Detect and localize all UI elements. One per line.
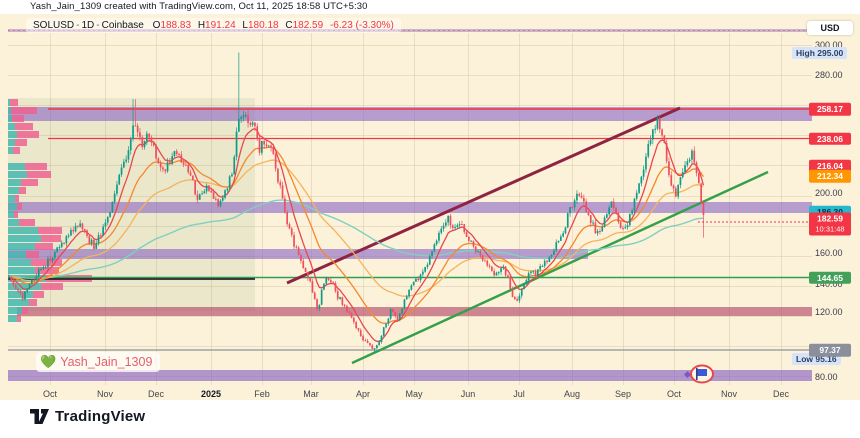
open-label: O: [152, 20, 161, 31]
close-value: 182.59: [292, 20, 324, 31]
countdown-timer: 10:31:48: [815, 224, 845, 233]
price-level-tag: 258.17: [809, 102, 851, 116]
time-axis-label: Jul: [513, 389, 525, 399]
time-axis-label: Dec: [147, 389, 165, 399]
interval-label[interactable]: 1D: [81, 20, 95, 31]
time-axis-label: Oct: [42, 389, 58, 399]
legend-separator: -: [96, 20, 100, 31]
time-axis-label: Sep: [614, 389, 632, 399]
price-level-tag: 97.37: [809, 343, 851, 357]
low-value: 180.18: [247, 20, 279, 31]
symbol-name[interactable]: SOLUSD: [33, 20, 75, 31]
price-level-tag: 212.34: [809, 169, 851, 183]
time-axis-label: 2025: [200, 389, 222, 399]
change-value: -6.23 (-3.30%): [329, 20, 394, 31]
time-axis-label: Jun: [460, 389, 476, 399]
close-label: C: [285, 20, 293, 31]
price-level-tag: 216.04: [809, 159, 851, 173]
price-axis-label: 280.00: [815, 70, 843, 80]
price-level-tag: 182.59 10:31:48: [809, 212, 851, 236]
time-axis-label: Dec: [772, 389, 790, 399]
green-heart-icon: 💚: [40, 354, 57, 369]
time-axis-label: May: [405, 389, 423, 399]
symbol-legend: SOLUSD -1D - Coinbase O188.83 H191.24 L180.…: [26, 18, 401, 33]
price-axis-label: 80.00: [815, 372, 838, 382]
user-watermark: 💚 Yash_Jain_1309: [36, 352, 161, 372]
price-axis-label: 120.00: [815, 307, 843, 317]
time-axis-label: Aug: [563, 389, 581, 399]
price-level-tag: 238.06: [809, 132, 851, 145]
price-level-tag: 144.65: [809, 271, 851, 284]
high-value: 191.24: [205, 20, 236, 31]
tradingview-logo-icon: [30, 409, 49, 424]
time-axis-label: Oct: [666, 389, 682, 399]
flag-sticker-icon[interactable]: [681, 363, 715, 390]
footer-brand[interactable]: TradingView: [30, 408, 145, 425]
legend-separator: -: [76, 20, 80, 31]
time-axis-label: Nov: [720, 389, 738, 399]
time-axis-label: Feb: [254, 389, 270, 399]
currency-toggle-button[interactable]: USD: [807, 21, 853, 35]
watermark-username: Yash_Jain_1309: [60, 355, 153, 369]
price-axis-label: 200.00: [815, 188, 843, 198]
high-label: H: [197, 20, 206, 31]
high-low-tag: High 295.00: [792, 47, 848, 59]
exchange-label: Coinbase: [101, 20, 144, 31]
open-value: 188.83: [160, 20, 192, 31]
tradingview-logo-text: TradingView: [55, 408, 146, 425]
time-axis-label: Mar: [303, 389, 319, 399]
time-axis-label: Nov: [96, 389, 114, 399]
time-axis-label: Apr: [355, 389, 371, 399]
price-axis-label: 140.00: [815, 279, 843, 289]
low-label: L: [242, 20, 248, 31]
price-axis-label: 300.00: [815, 40, 843, 50]
price-axis-label: 160.00: [815, 248, 843, 258]
